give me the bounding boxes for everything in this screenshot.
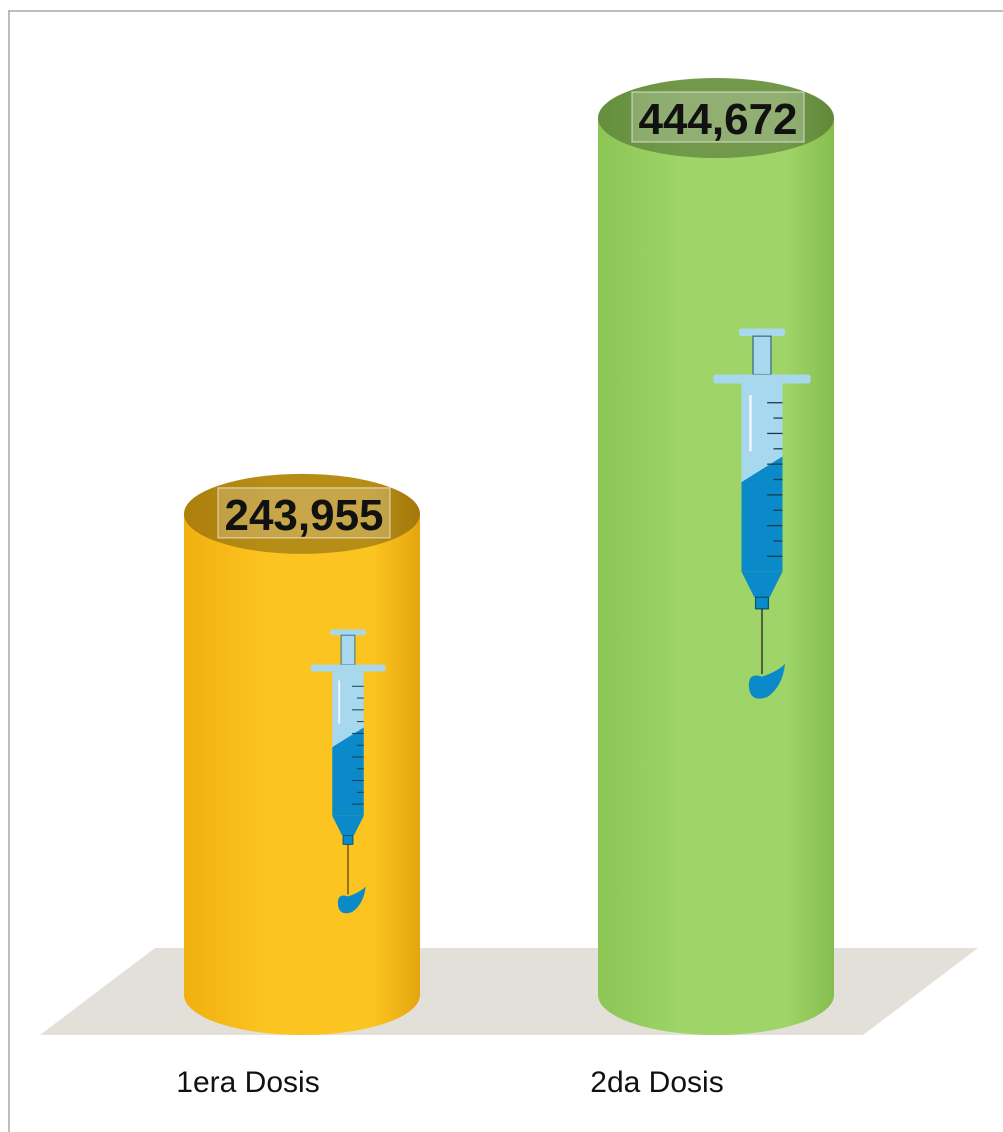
category-label-1era-dosis: 1era Dosis (176, 1066, 319, 1099)
data-label-box-1era-dosis (217, 487, 391, 539)
data-label-box-2da-dosis (631, 91, 805, 143)
bar-body-1era-dosis (184, 473, 420, 1035)
bar-1era-dosis: 243,955 (184, 473, 420, 1035)
chart-floor (40, 948, 978, 1035)
bar-body-2da-dosis (598, 78, 834, 1035)
syringe-icon (310, 629, 386, 914)
bars-layer: 243,955 444,672 (184, 78, 834, 1035)
bar-top-2da-dosis (598, 78, 834, 158)
data-label-2da-dosis: 444,672 (638, 95, 797, 144)
data-label-1era-dosis: 243,955 (224, 491, 383, 540)
syringe-icon (713, 328, 811, 699)
bar-top-1era-dosis (184, 473, 420, 554)
bar-2da-dosis: 444,672 (598, 78, 834, 1035)
category-label-2da-dosis: 2da Dosis (590, 1066, 723, 1099)
